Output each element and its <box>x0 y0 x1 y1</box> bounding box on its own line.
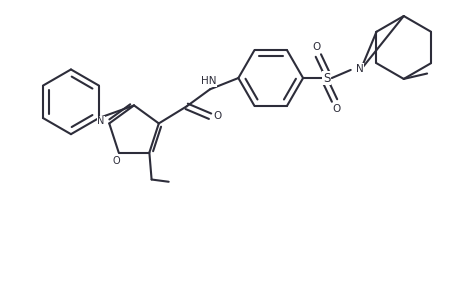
Text: O: O <box>213 111 221 121</box>
Text: N: N <box>97 116 105 126</box>
Text: HN: HN <box>200 76 216 86</box>
Text: N: N <box>355 64 363 74</box>
Text: S: S <box>322 71 329 84</box>
Text: O: O <box>311 42 319 53</box>
Text: O: O <box>112 156 120 166</box>
Text: O: O <box>332 103 340 114</box>
